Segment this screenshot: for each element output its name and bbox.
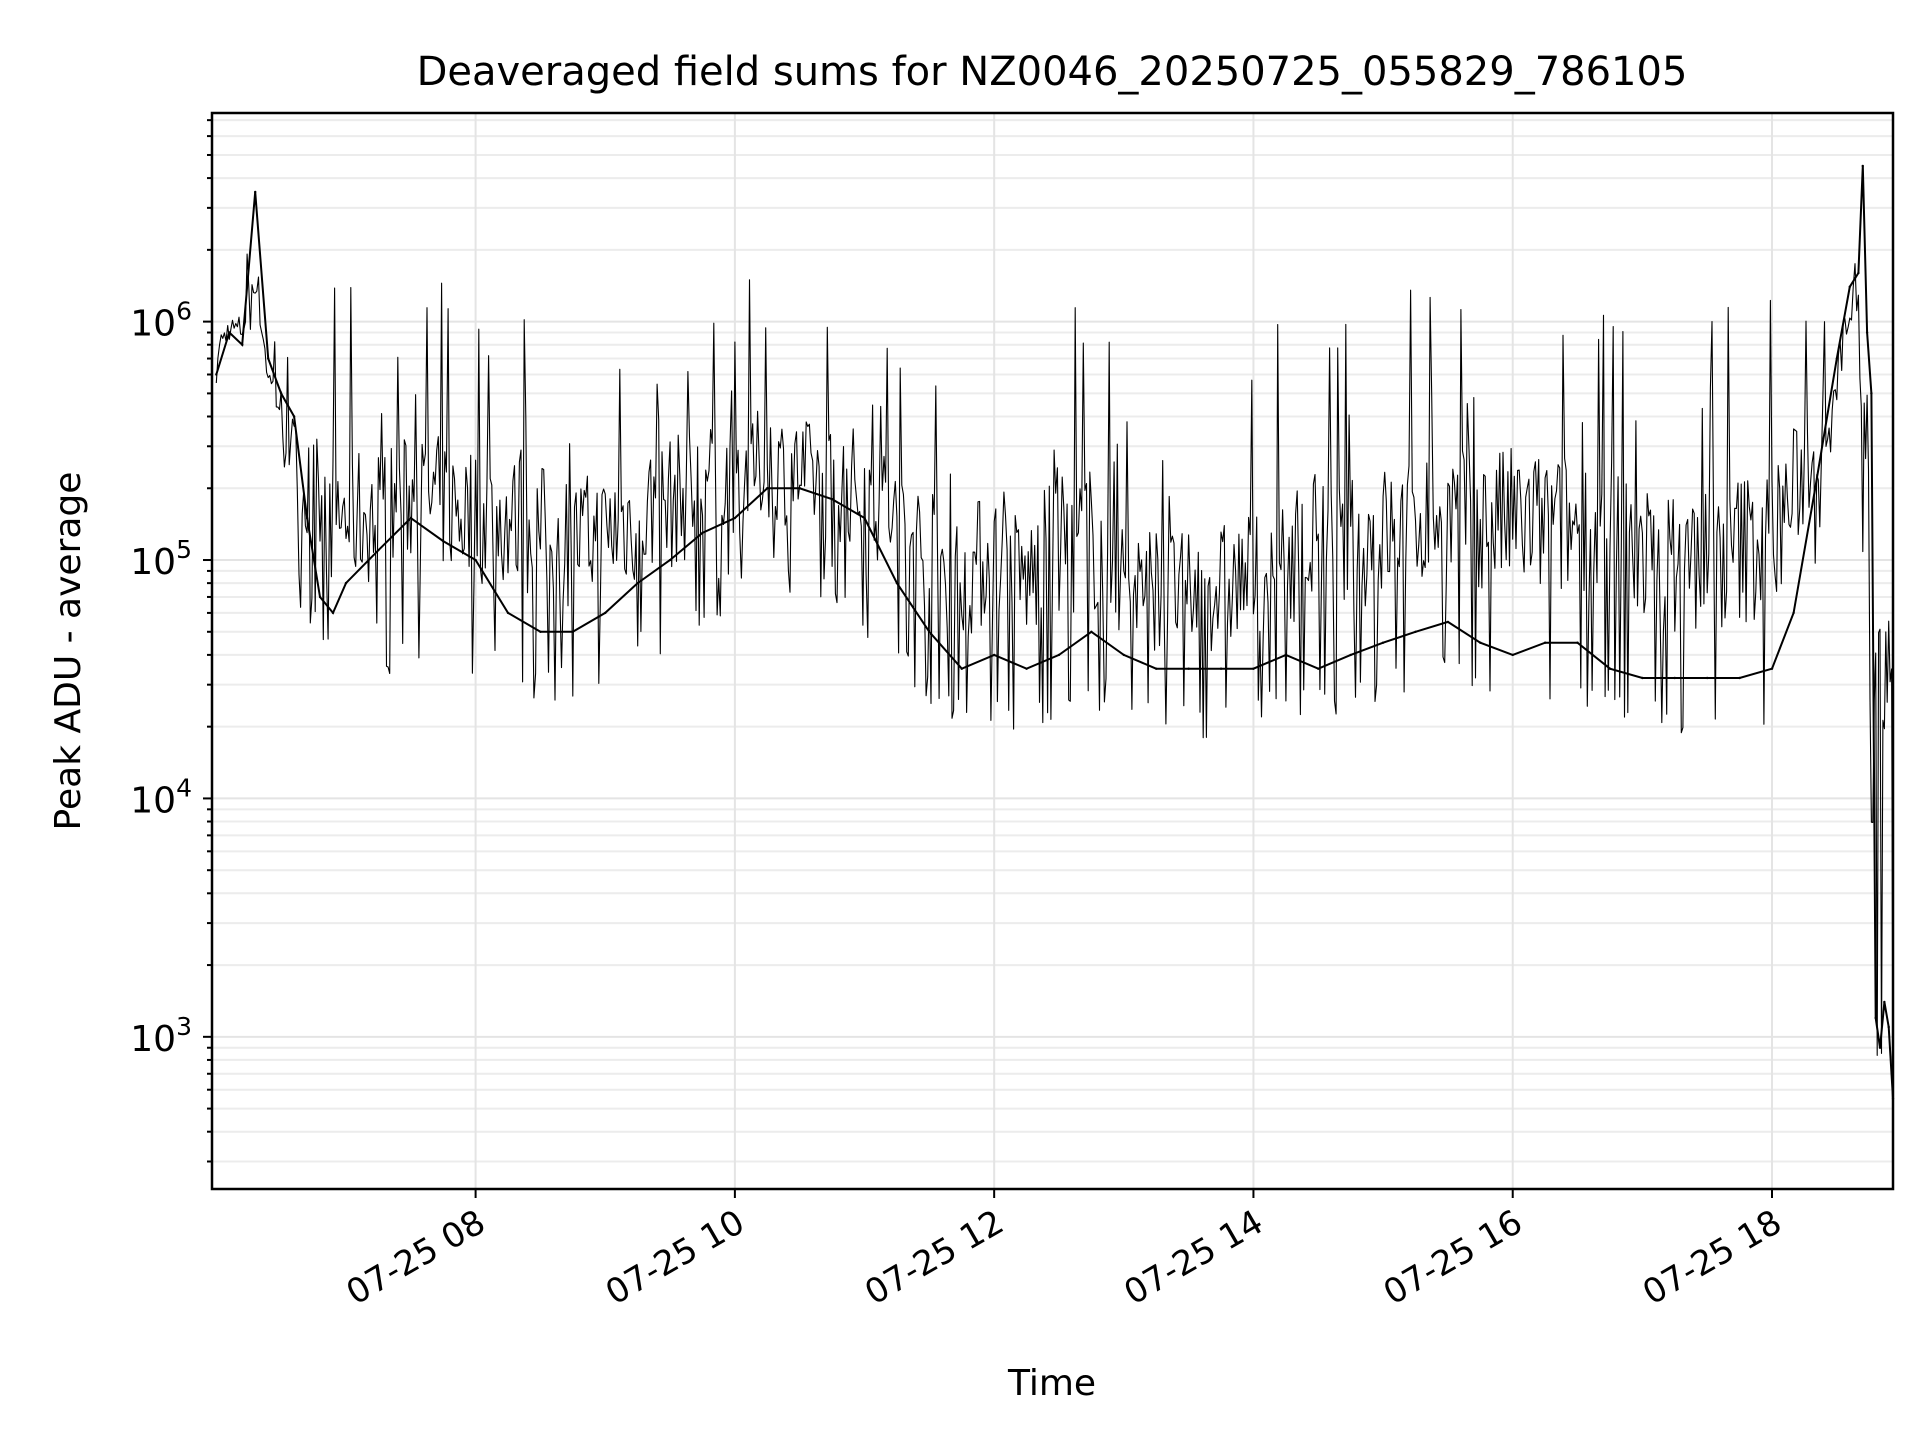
chart-title: Deaveraged field sums for NZ0046_2025072… <box>417 49 1688 95</box>
data-point <box>1887 1025 1890 1029</box>
data-point <box>1155 667 1158 670</box>
data-point <box>1608 667 1612 670</box>
data-point <box>766 487 769 490</box>
data-point <box>1878 1046 1882 1049</box>
data-point <box>228 331 231 334</box>
data-point <box>1883 1000 1886 1004</box>
data-point <box>1090 630 1093 633</box>
data-point <box>992 653 996 657</box>
data-point <box>668 558 672 562</box>
data-point <box>1792 611 1795 615</box>
data-point <box>1219 667 1223 670</box>
series-noise-trace <box>215 253 1894 1099</box>
data-point <box>1673 676 1676 680</box>
series-line <box>215 165 1894 1099</box>
data-point <box>1576 641 1579 644</box>
data-layer <box>215 164 1895 1100</box>
data-point <box>474 558 477 562</box>
data-point <box>1865 331 1869 334</box>
data-point <box>1252 667 1255 670</box>
data-point <box>279 392 283 395</box>
data-point <box>1187 667 1190 670</box>
data-point <box>733 516 737 520</box>
data-point <box>331 611 335 615</box>
y-tick-label: 105 <box>130 535 192 583</box>
data-point <box>1874 1016 1877 1020</box>
data-point <box>266 357 270 360</box>
y-tick-label: 106 <box>130 297 192 345</box>
data-point <box>1870 392 1873 395</box>
data-point <box>1705 676 1709 680</box>
y-tick-label: 104 <box>130 773 192 821</box>
data-point <box>1025 667 1028 670</box>
data-point <box>377 548 380 552</box>
plot-frame <box>210 111 1895 1191</box>
data-point <box>318 595 322 599</box>
data-point <box>863 516 866 520</box>
data-point <box>1814 487 1817 490</box>
data-point <box>1511 653 1514 657</box>
y-axis-label: Peak ADU - average <box>48 472 89 831</box>
x-axis-label: Time <box>1007 1363 1096 1404</box>
data-point <box>1446 620 1450 624</box>
data-point <box>1835 357 1839 360</box>
data-point <box>798 487 801 490</box>
data-point <box>1861 164 1864 168</box>
data-point <box>1857 271 1860 275</box>
data-point <box>604 611 607 615</box>
data-point <box>1543 641 1547 644</box>
data-point <box>1349 653 1352 657</box>
data-point <box>1317 667 1320 670</box>
data-point <box>1057 653 1061 657</box>
y-tick-label: 103 <box>130 1012 192 1060</box>
data-point <box>830 497 834 501</box>
data-point <box>409 516 412 520</box>
data-point <box>539 630 542 633</box>
data-point <box>344 581 348 585</box>
data-point <box>1770 667 1774 670</box>
data-point <box>701 531 704 535</box>
data-point <box>636 581 639 585</box>
data-point <box>1738 676 1741 680</box>
data-point <box>571 630 575 633</box>
data-point <box>1284 653 1288 657</box>
data-point <box>960 667 963 670</box>
data-point <box>1122 653 1126 657</box>
data-point <box>441 539 445 543</box>
data-point <box>1848 285 1851 288</box>
data-point <box>292 415 296 418</box>
data-point <box>928 630 931 633</box>
data-point <box>895 581 899 585</box>
data-point <box>1381 641 1385 644</box>
data-point <box>1479 641 1482 644</box>
data-point <box>305 516 309 520</box>
data-point <box>215 373 218 376</box>
data-point <box>1641 676 1644 680</box>
data-point <box>241 343 244 346</box>
data-point <box>506 611 510 615</box>
data-point <box>254 190 257 194</box>
data-point <box>1414 630 1417 633</box>
